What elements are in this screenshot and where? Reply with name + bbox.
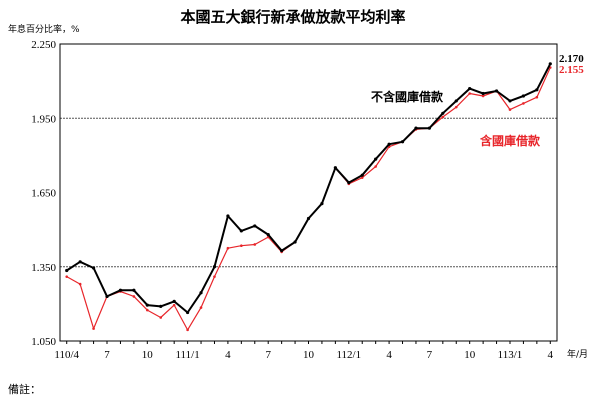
series-point-1 bbox=[522, 102, 525, 105]
series-point-0 bbox=[118, 288, 123, 292]
series-line-0 bbox=[66, 63, 552, 314]
y-axis-ticks: 1.050 1.350 1.650 1.950 2.250 bbox=[31, 39, 56, 348]
series-point-0 bbox=[65, 268, 69, 273]
series-point-0 bbox=[521, 94, 526, 98]
y-tick-label: 1.350 bbox=[31, 262, 56, 274]
x-tick-label: 10 bbox=[303, 349, 315, 361]
series-point-1 bbox=[481, 94, 485, 98]
series-point-0 bbox=[535, 88, 539, 92]
series-layer bbox=[65, 62, 552, 332]
series-point-1 bbox=[186, 328, 189, 332]
y-tick-label: 1.050 bbox=[31, 336, 56, 348]
series-point-1 bbox=[146, 308, 149, 312]
x-tick-label: 4 bbox=[548, 349, 554, 361]
series-point-0 bbox=[374, 157, 378, 161]
series-line-1 bbox=[66, 67, 551, 331]
series-point-0 bbox=[360, 173, 364, 177]
series-point-0 bbox=[441, 111, 445, 115]
x-tick-label: 4 bbox=[386, 349, 392, 361]
gridlines bbox=[60, 117, 557, 268]
series-point-0 bbox=[427, 126, 431, 130]
chart-title: 本國五大銀行新承做放款平均利率 bbox=[180, 8, 405, 26]
y-tick-label: 1.950 bbox=[31, 113, 56, 125]
end-value-label-including: 2.155 bbox=[559, 64, 584, 76]
x-tick-label: 111/1 bbox=[175, 349, 199, 361]
annotation-including-treasury: 含國庫借款 bbox=[480, 133, 541, 148]
series-point-1 bbox=[240, 244, 243, 248]
series-point-0 bbox=[306, 216, 311, 221]
series-point-1 bbox=[213, 275, 216, 278]
x-tick-label: 7 bbox=[427, 349, 433, 361]
series-point-0 bbox=[280, 249, 284, 253]
series-point-0 bbox=[387, 142, 391, 146]
series-point-0 bbox=[172, 299, 176, 303]
y-tick-label: 1.650 bbox=[31, 188, 56, 200]
series-point-1 bbox=[199, 306, 203, 309]
x-tick-label: 4 bbox=[225, 349, 231, 361]
series-point-1 bbox=[535, 95, 539, 99]
x-axis-ticks: 110/4 7 10 111/1 4 7 10 112/1 4 7 10 113/1 4 bbox=[54, 341, 554, 361]
series-point-0 bbox=[347, 181, 351, 185]
series-point-0 bbox=[400, 140, 405, 144]
series-point-1 bbox=[454, 105, 458, 109]
series-point-1 bbox=[360, 176, 364, 179]
y-axis-unit-label: 年息百分比率，% bbox=[8, 23, 80, 35]
series-point-1 bbox=[441, 115, 445, 119]
series-point-1 bbox=[78, 282, 82, 286]
x-tick-label: 10 bbox=[142, 349, 154, 361]
series-point-0 bbox=[239, 229, 243, 233]
series-point-0 bbox=[91, 266, 96, 270]
series-point-1 bbox=[374, 165, 377, 168]
x-tick-label: 7 bbox=[265, 349, 271, 361]
series-point-0 bbox=[253, 224, 257, 228]
x-tick-label: 7 bbox=[104, 349, 110, 361]
series-point-1 bbox=[92, 327, 95, 330]
footer-note: 備註： bbox=[8, 383, 41, 396]
series-point-0 bbox=[212, 265, 217, 269]
y-tick-label: 2.250 bbox=[31, 39, 56, 51]
series-point-1 bbox=[226, 246, 230, 250]
series-point-0 bbox=[468, 86, 472, 91]
x-axis-unit-label: 年/月 bbox=[567, 348, 588, 360]
end-value-label-excluding: 2.170 bbox=[559, 53, 584, 65]
series-point-1 bbox=[172, 303, 176, 307]
series-point-1 bbox=[65, 275, 69, 278]
series-point-1 bbox=[159, 316, 163, 319]
series-point-0 bbox=[145, 303, 149, 307]
series-point-0 bbox=[548, 62, 552, 66]
series-point-1 bbox=[253, 243, 257, 246]
x-tick-label: 10 bbox=[464, 349, 476, 361]
series-point-0 bbox=[508, 99, 512, 103]
series-point-0 bbox=[266, 232, 270, 237]
x-tick-label: 112/1 bbox=[336, 349, 361, 361]
series-point-1 bbox=[508, 108, 512, 111]
series-point-0 bbox=[226, 214, 230, 218]
series-point-0 bbox=[132, 288, 136, 292]
series-point-0 bbox=[333, 166, 337, 170]
series-point-0 bbox=[481, 91, 485, 96]
annotation-excluding-treasury: 不含國庫借款 bbox=[371, 89, 444, 104]
series-point-1 bbox=[468, 92, 471, 95]
series-point-0 bbox=[186, 310, 190, 315]
series-point-0 bbox=[320, 202, 324, 206]
series-point-0 bbox=[494, 89, 499, 93]
series-point-0 bbox=[414, 126, 418, 130]
series-point-0 bbox=[78, 260, 82, 264]
series-point-0 bbox=[159, 304, 163, 308]
series-point-0 bbox=[199, 291, 203, 295]
series-point-0 bbox=[454, 99, 458, 103]
x-tick-label: 113/1 bbox=[498, 349, 523, 361]
series-point-1 bbox=[132, 295, 136, 298]
series-point-0 bbox=[293, 240, 297, 244]
x-tick-label: 110/4 bbox=[54, 349, 79, 361]
series-point-0 bbox=[105, 294, 109, 299]
